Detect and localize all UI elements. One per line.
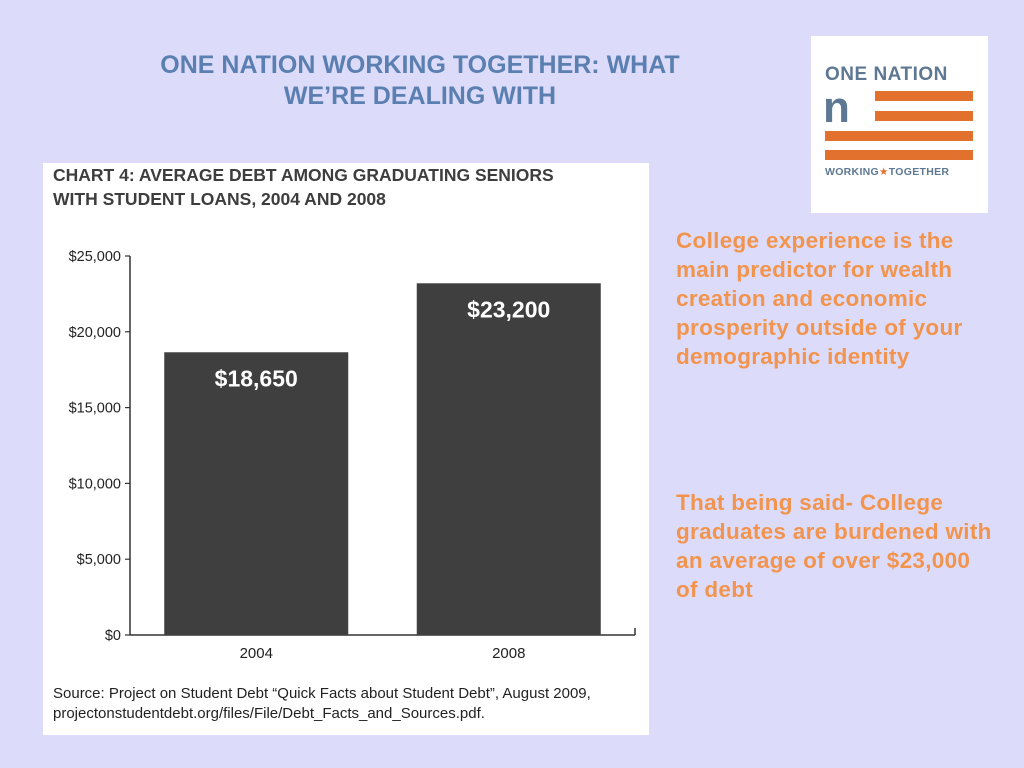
y-tick-label: $20,000 [69, 325, 121, 341]
chart-panel: CHART 4: AVERAGE DEBT AMONG GRADUATING S… [43, 163, 649, 735]
chart-source: Source: Project on Student Debt “Quick F… [53, 685, 591, 722]
y-tick-label: $5,000 [77, 552, 121, 568]
x-tick-label: 2008 [492, 645, 525, 662]
data-label: $18,650 [215, 365, 298, 391]
data-label: $23,200 [467, 296, 550, 322]
slide-title-line2: WE’RE DEALING WITH [283, 82, 557, 110]
y-tick-label: $10,000 [69, 476, 121, 492]
star-icon: ★ [879, 166, 889, 178]
one-nation-logo: ONE NATION n WORKING★TOGETHER [811, 36, 988, 213]
chart-title: CHART 4: AVERAGE DEBT AMONG GRADUATING S… [53, 163, 643, 211]
y-tick-label: $25,000 [69, 249, 121, 265]
chart-title-line1: CHART 4: AVERAGE DEBT AMONG GRADUATING S… [53, 165, 554, 185]
logo-together-text: TOGETHER [888, 166, 950, 178]
logo-stripe [875, 111, 973, 121]
bar-2004 [164, 352, 349, 635]
x-tick-label: 2004 [240, 645, 273, 662]
logo-top-text: ONE NATION [825, 64, 948, 85]
slide-title: ONE NATION WORKING TOGETHER: WHAT WE’RE … [60, 50, 780, 112]
slide-title-line1: ONE NATION WORKING TOGETHER: WHAT [160, 51, 680, 79]
bar-chart: $0 $5,000 $10,000 $15,000 $20,000 $25,000 $18,… [69, 249, 636, 662]
logo-n-mark: n [823, 83, 850, 132]
bar-2008 [416, 283, 601, 635]
y-tick-label: $15,000 [69, 401, 121, 417]
logo-working-text: WORKING [825, 166, 880, 178]
y-tick-label: $0 [105, 628, 121, 644]
logo-stripe [825, 150, 973, 160]
logo-stripe [825, 131, 973, 141]
logo-bottom-text: WORKING★TOGETHER [825, 166, 949, 178]
chart-title-line2: WITH STUDENT LOANS, 2004 AND 2008 [53, 189, 386, 209]
paragraph-college-experience: College experience is the main predictor… [676, 228, 963, 369]
paragraph-debt-burden: That being said- College graduates are b… [676, 490, 992, 602]
logo-stripe [875, 91, 973, 101]
